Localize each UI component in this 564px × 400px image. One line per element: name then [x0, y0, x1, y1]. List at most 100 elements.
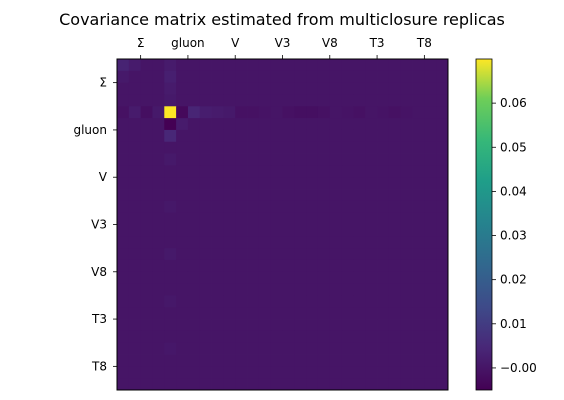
heatmap-cell: [247, 212, 260, 225]
heatmap-cell: [152, 307, 165, 320]
heatmap-cell: [424, 319, 437, 332]
heatmap-cell: [377, 141, 390, 154]
heatmap-cell: [400, 106, 413, 119]
heatmap-cell: [353, 378, 366, 391]
heatmap-cell: [294, 236, 307, 249]
heatmap-cell: [187, 70, 201, 84]
heatmap-cell: [317, 342, 331, 355]
heatmap-cell: [223, 141, 236, 154]
heatmap-cell: [317, 330, 331, 344]
heatmap-cell: [424, 330, 437, 344]
heatmap-cell: [282, 378, 295, 391]
heatmap-cell: [164, 330, 177, 344]
heatmap-cell: [306, 366, 319, 379]
heatmap-cell: [164, 271, 177, 285]
heatmap-cell: [341, 141, 354, 154]
heatmap-cell: [152, 354, 165, 367]
heatmap-cell: [329, 141, 343, 154]
heatmap-cell: [353, 224, 366, 237]
heatmap-cell: [247, 70, 260, 84]
heatmap-cell: [117, 70, 130, 84]
heatmap-cell: [140, 141, 153, 154]
heatmap-cell: [294, 141, 307, 154]
heatmap-cell: [400, 82, 413, 95]
heatmap-cell: [176, 259, 189, 273]
heatmap-cell: [412, 165, 425, 178]
heatmap-cell: [223, 330, 236, 344]
heatmap-cell: [282, 94, 295, 107]
heatmap-cell: [294, 189, 307, 202]
heatmap-cell: [329, 59, 343, 72]
heatmap-cell: [164, 165, 177, 178]
heatmap-cell: [306, 165, 319, 178]
heatmap-cell: [317, 283, 331, 296]
heatmap-cell: [187, 342, 201, 355]
heatmap-cell: [317, 153, 331, 166]
heatmap-cell: [176, 177, 189, 190]
heatmap-cell: [187, 118, 201, 131]
heatmap-cell: [247, 259, 260, 273]
heatmap-cell: [365, 307, 378, 320]
heatmap-cell: [306, 82, 319, 95]
heatmap-cell: [294, 283, 307, 296]
x-tick-label: V: [231, 36, 240, 50]
heatmap-cell: [258, 271, 272, 285]
heatmap-cell: [436, 165, 449, 178]
heatmap-cell: [117, 319, 130, 332]
heatmap-cell: [270, 177, 283, 190]
heatmap-cell: [235, 342, 248, 355]
heatmap-cell: [270, 248, 283, 261]
heatmap-cell: [247, 153, 260, 166]
heatmap-cell: [306, 177, 319, 190]
heatmap-cell: [176, 153, 189, 166]
heatmap-cell: [341, 200, 354, 214]
heatmap-cell: [187, 378, 201, 391]
heatmap-cell: [128, 118, 142, 131]
heatmap-cell: [247, 106, 260, 119]
heatmap-cell: [152, 129, 165, 143]
heatmap-cell: [235, 200, 248, 214]
heatmap-cell: [282, 129, 295, 143]
heatmap-cell: [270, 94, 283, 107]
heatmap-cell: [436, 82, 449, 95]
heatmap-cell: [140, 106, 153, 119]
heatmap-cell: [176, 106, 189, 119]
heatmap-cell: [270, 330, 283, 344]
heatmap-cell: [294, 82, 307, 95]
heatmap-cell: [258, 141, 272, 154]
heatmap-cell: [223, 366, 236, 379]
heatmap-cell: [117, 118, 130, 131]
heatmap-cell: [199, 248, 212, 261]
heatmap-cell: [164, 59, 177, 72]
heatmap-cell: [365, 153, 378, 166]
heatmap-cell: [199, 342, 212, 355]
heatmap-cell: [353, 70, 366, 84]
heatmap-cell: [223, 153, 236, 166]
heatmap-cell: [436, 354, 449, 367]
heatmap-cell: [128, 330, 142, 344]
heatmap-cell: [353, 106, 366, 119]
heatmap-cell: [341, 295, 354, 308]
heatmap-cell: [412, 319, 425, 332]
heatmap-cell: [436, 177, 449, 190]
heatmap-cell: [164, 342, 177, 355]
heatmap-cell: [412, 189, 425, 202]
heatmap-cell: [187, 295, 201, 308]
heatmap-cell: [235, 330, 248, 344]
heatmap-cell: [211, 342, 224, 355]
heatmap-cell: [400, 189, 413, 202]
heatmap-cell: [176, 330, 189, 344]
heatmap-cell: [223, 378, 236, 391]
heatmap-cell: [282, 200, 295, 214]
y-tick-label: T3: [91, 312, 107, 326]
heatmap-cell: [294, 319, 307, 332]
heatmap-cell: [117, 271, 130, 285]
heatmap-cell: [424, 59, 437, 72]
heatmap-cell: [211, 153, 224, 166]
heatmap-cell: [176, 59, 189, 72]
heatmap-cell: [436, 189, 449, 202]
heatmap-cell: [117, 177, 130, 190]
heatmap-cell: [164, 177, 177, 190]
heatmap-cell: [282, 259, 295, 273]
heatmap-cell: [270, 366, 283, 379]
